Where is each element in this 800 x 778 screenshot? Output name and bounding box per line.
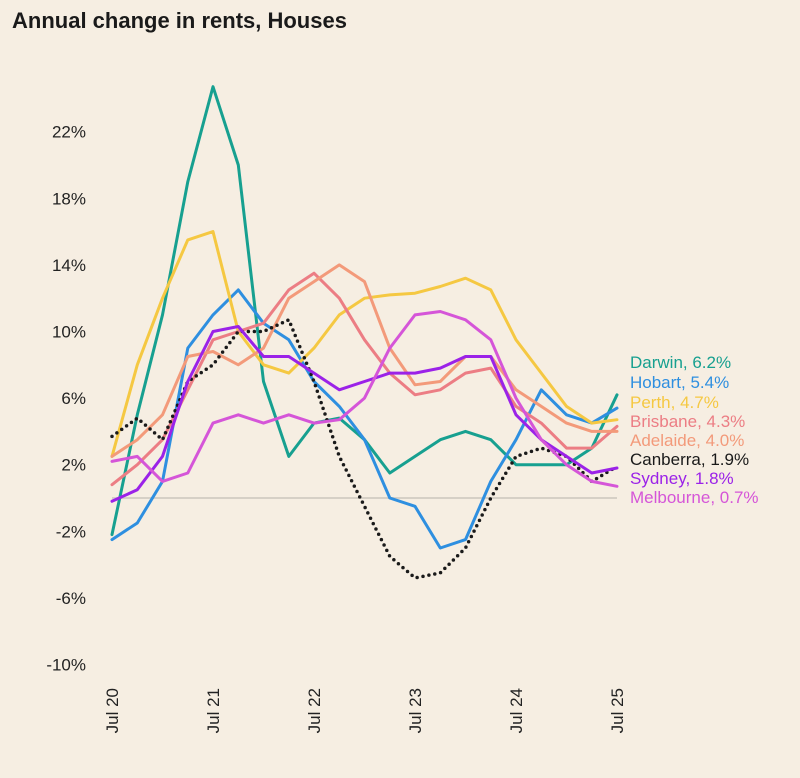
series-line-melbourne (110, 310, 619, 488)
series-label-melbourne: Melbourne, 0.7% (630, 488, 759, 507)
y-tick-label: -10% (46, 656, 86, 675)
series-line-canberra (110, 318, 619, 580)
series-line-sydney (110, 325, 619, 503)
y-tick-label: 10% (52, 323, 86, 342)
series-label-canberra: Canberra, 1.9% (630, 450, 749, 469)
x-tick-label: Jul 23 (406, 688, 425, 733)
series-line-darwin (110, 85, 619, 537)
y-tick-label: 18% (52, 189, 86, 208)
x-tick-label: Jul 25 (608, 688, 627, 733)
x-tick-label: Jul 20 (103, 688, 122, 733)
series-label-darwin: Darwin, 6.2% (630, 353, 731, 372)
y-tick-label: -2% (56, 522, 86, 541)
series-line-perth (110, 230, 619, 458)
series-label-brisbane: Brisbane, 4.3% (630, 412, 745, 431)
x-tick-label: Jul 22 (305, 688, 324, 733)
series-label-perth: Perth, 4.7% (630, 393, 719, 412)
x-tick-label: Jul 21 (204, 688, 223, 733)
series-label-sydney: Sydney, 1.8% (630, 469, 734, 488)
series-label-adelaide: Adelaide, 4.0% (630, 431, 744, 450)
y-tick-label: -6% (56, 589, 86, 608)
y-tick-label: 14% (52, 256, 86, 275)
y-tick-label: 6% (61, 389, 86, 408)
chart-title: Annual change in rents, Houses (12, 8, 347, 33)
series-label-hobart: Hobart, 5.4% (630, 373, 729, 392)
y-tick-label: 2% (61, 456, 86, 475)
x-tick-label: Jul 24 (507, 688, 526, 733)
series-line-adelaide (110, 263, 619, 458)
series-line-brisbane (110, 271, 619, 487)
y-tick-label: 22% (52, 123, 86, 142)
series-line-hobart (110, 288, 619, 550)
